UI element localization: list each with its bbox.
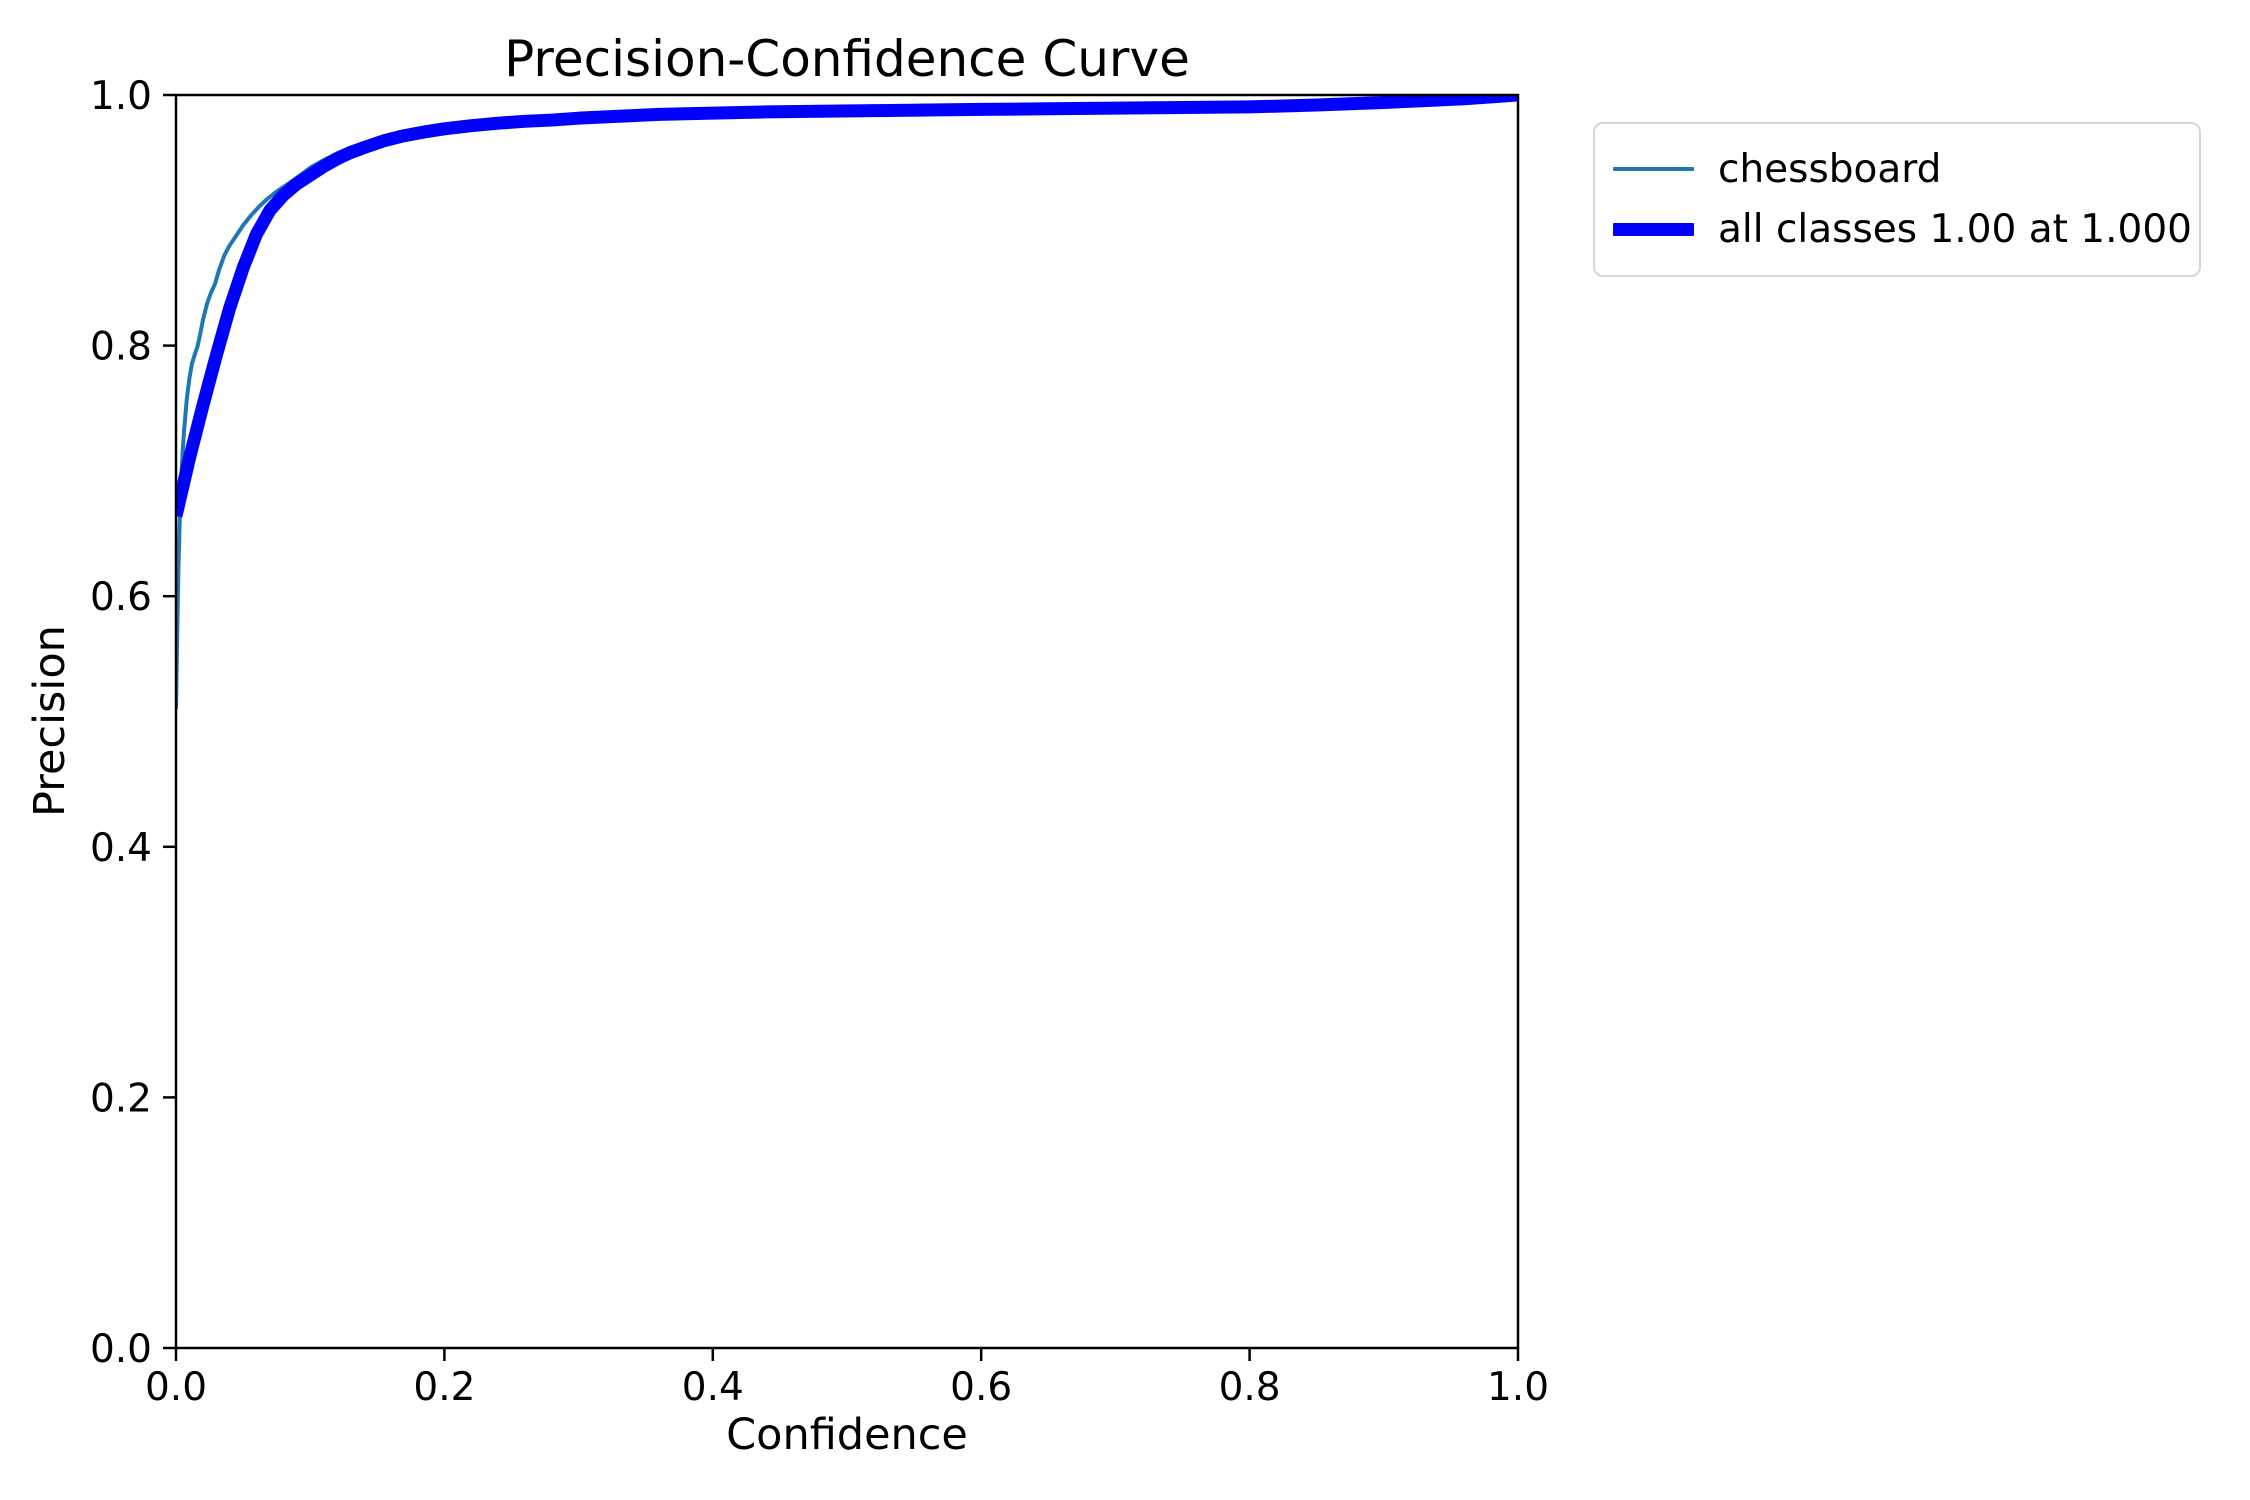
curve-chessboard [176, 95, 1518, 710]
x-tick-label: 0.6 [950, 1365, 1012, 1410]
chart-title: Precision-Confidence Curve [504, 30, 1190, 88]
legend-line-swatch-chessboard [1613, 167, 1694, 172]
y-tick-label: 0.0 [90, 1327, 152, 1372]
curve-all-classes-1-00-at-1-000 [176, 95, 1518, 518]
y-tick-label: 0.2 [90, 1076, 152, 1121]
x-tick-label: 0.4 [682, 1365, 744, 1410]
axes-spines [174, 93, 1520, 1350]
x-tick-label: 0.8 [1219, 1365, 1281, 1410]
y-tick-label: 0.4 [90, 826, 152, 871]
y-tick-label: 1.0 [90, 74, 152, 119]
legend: chessboard all classes 1.00 at 1.000 [1593, 122, 2201, 277]
legend-label-chessboard: chessboard [1718, 146, 1942, 192]
y-tick-label: 0.8 [90, 325, 152, 370]
legend-line-swatch-all-classes [1613, 223, 1694, 237]
legend-label-all-classes: all classes 1.00 at 1.000 [1718, 207, 2192, 253]
x-axis-label: Confidence [726, 1410, 968, 1460]
x-tick-label: 0.2 [413, 1365, 475, 1410]
y-tick-label: 0.6 [90, 575, 152, 620]
x-tick-label: 1.0 [1487, 1365, 1549, 1410]
x-tick-label: 0.0 [145, 1365, 207, 1410]
legend-entry-all-classes: all classes 1.00 at 1.000 [1595, 210, 2199, 249]
legend-entry-chessboard: chessboard [1595, 150, 2199, 189]
y-axis-label: Precision [25, 625, 75, 817]
